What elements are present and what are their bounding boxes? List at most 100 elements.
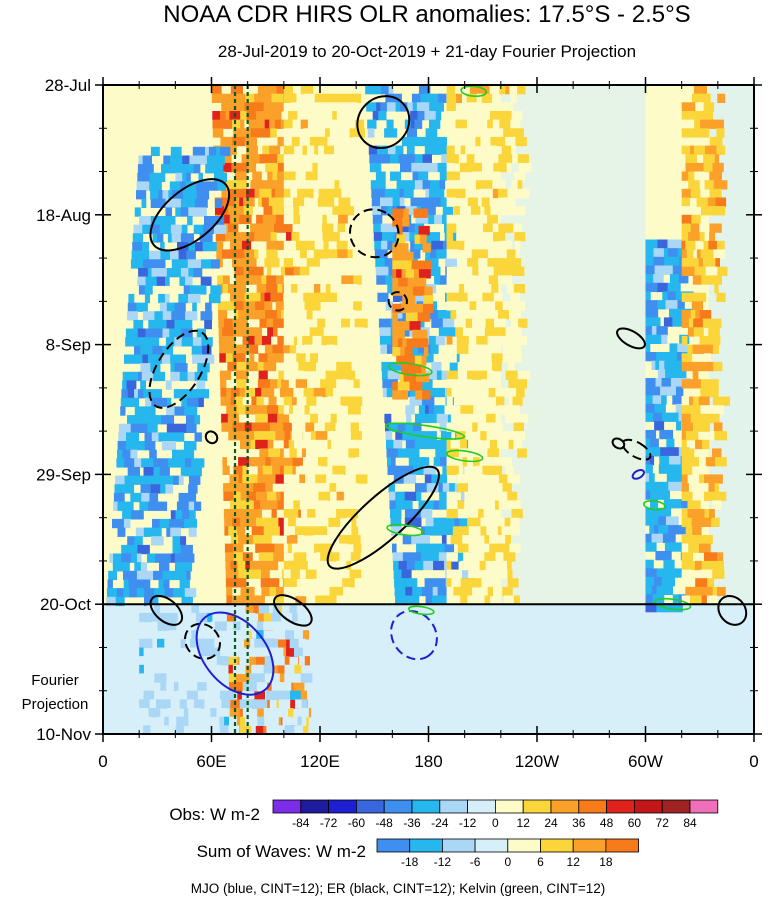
field-cell — [484, 552, 497, 562]
field-cell — [681, 474, 688, 484]
field-cell — [653, 248, 665, 258]
field-cell — [385, 431, 393, 441]
field-cell — [645, 334, 656, 344]
field-cell — [234, 171, 247, 181]
field-cell — [321, 335, 327, 346]
field-cell — [240, 517, 246, 527]
field-cell — [244, 595, 254, 605]
field-cell — [456, 474, 462, 484]
field-cell — [516, 413, 529, 424]
field-cell — [230, 578, 237, 588]
field-cell — [462, 457, 468, 467]
field-cell — [307, 162, 313, 173]
field-cell — [220, 387, 227, 398]
field-cell — [140, 345, 153, 356]
field-cell — [311, 465, 321, 475]
field-cell — [495, 301, 504, 311]
field-cell — [435, 136, 447, 147]
field-cell — [340, 353, 352, 363]
field-cell — [304, 405, 310, 415]
field-cell — [699, 223, 710, 233]
field-cell — [435, 448, 448, 458]
field-cell — [456, 335, 470, 346]
field-cell — [216, 93, 230, 103]
field-cell — [302, 448, 307, 458]
field-cell — [407, 102, 414, 112]
field-cell — [459, 517, 468, 527]
field-cell — [518, 266, 525, 276]
field-cell — [318, 188, 325, 199]
field-cell — [649, 248, 655, 258]
field-cell — [145, 397, 152, 408]
field-cell — [460, 439, 468, 450]
field-cell — [189, 155, 197, 165]
field-cell — [424, 474, 432, 484]
field-cell — [475, 232, 489, 242]
field-cell — [165, 475, 174, 485]
field-cell — [704, 552, 714, 562]
field-cell — [326, 543, 333, 553]
field-cell — [165, 441, 176, 451]
field-cell — [355, 457, 360, 467]
colorbar-swatch — [467, 799, 496, 814]
field-cell — [480, 586, 489, 597]
field-cell — [431, 552, 440, 562]
field-cell — [315, 509, 325, 519]
field-cell — [228, 725, 240, 734]
field-cell — [161, 441, 167, 451]
field-cell — [487, 258, 500, 268]
field-cell — [268, 448, 281, 458]
field-cell — [645, 473, 650, 483]
field-cell — [495, 500, 500, 510]
field-cell — [388, 483, 395, 493]
field-cell — [266, 240, 278, 251]
field-cell — [173, 475, 180, 485]
field-cell — [515, 249, 520, 259]
field-cell — [296, 353, 306, 363]
field-cell — [160, 458, 169, 468]
wave-contour-mjo — [390, 609, 438, 661]
field-cell — [321, 370, 327, 380]
field-cell — [254, 232, 261, 242]
field-cell — [514, 171, 525, 181]
colorbar-label: 72 — [656, 816, 670, 830]
field-cell — [376, 188, 386, 199]
field-cell — [385, 275, 392, 285]
field-cell — [346, 439, 355, 450]
field-cell — [298, 361, 310, 372]
field-cell — [462, 93, 468, 103]
field-cell — [138, 415, 150, 425]
field-cell — [497, 162, 508, 173]
field-cell — [391, 526, 403, 536]
field-cell — [284, 431, 291, 441]
field-cell — [148, 319, 161, 330]
field-cell — [492, 93, 500, 103]
field-cell — [334, 439, 347, 450]
field-cell — [160, 242, 165, 252]
field-cell — [117, 501, 129, 511]
field-cell — [283, 154, 297, 164]
field-cell — [453, 188, 467, 199]
field-cell — [666, 438, 675, 448]
field-cell — [335, 119, 346, 129]
field-cell — [476, 335, 489, 346]
field-cell — [208, 146, 217, 157]
field-cell — [162, 190, 169, 200]
field-cell — [143, 467, 155, 477]
field-cell — [164, 716, 170, 726]
field-cell — [654, 577, 663, 587]
field-cell — [236, 526, 246, 536]
field-cell — [124, 562, 130, 572]
field-cell — [460, 595, 468, 605]
field-cell — [677, 300, 685, 310]
field-cell — [283, 708, 294, 718]
field-cell — [291, 232, 300, 242]
field-cell — [487, 448, 500, 458]
field-cell — [340, 396, 353, 406]
field-cell — [313, 284, 321, 294]
field-cell — [707, 387, 719, 398]
field-cell — [503, 552, 516, 562]
field-cell — [436, 318, 444, 328]
field-cell — [128, 293, 135, 304]
field-cell — [498, 500, 511, 510]
